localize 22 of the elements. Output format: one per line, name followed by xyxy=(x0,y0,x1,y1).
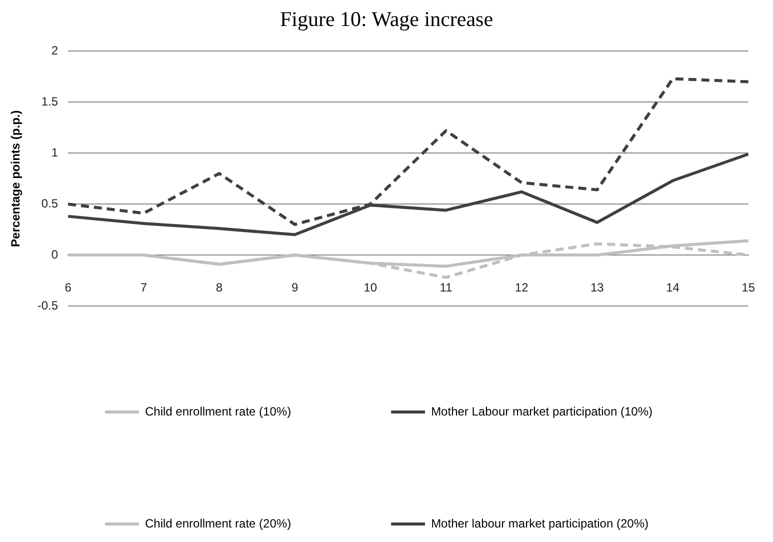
x-tick-label: 14 xyxy=(666,280,680,295)
x-tick-label: 12 xyxy=(514,280,529,295)
y-tick-label: 1 xyxy=(51,145,58,160)
y-tick-label: 0.5 xyxy=(41,196,58,210)
x-tick-label: 6 xyxy=(64,280,72,295)
x-tick-label: 8 xyxy=(216,280,223,295)
y-tick-label: -0.5 xyxy=(37,298,58,312)
y-tick-label: 2 xyxy=(51,44,58,58)
legend-label: Child enrollment rate (20%) xyxy=(145,516,292,530)
legend-label: Mother labour market participation (20%) xyxy=(431,516,648,530)
y-axis-title: Percentage points (p.p.) xyxy=(8,110,23,247)
legend-label: Mother Labour market participation (10%) xyxy=(431,404,653,418)
x-tick-label: 7 xyxy=(140,280,148,295)
x-tick-label: 15 xyxy=(742,280,756,295)
x-tick-label: 11 xyxy=(440,280,453,295)
chart-title: Figure 10: Wage increase xyxy=(278,6,494,33)
x-tick-label: 10 xyxy=(364,280,378,295)
x-tick-label: 13 xyxy=(590,280,604,295)
y-tick-label: 0 xyxy=(51,247,58,262)
legend-label: Child enrollment rate (10%) xyxy=(145,404,292,418)
y-tick-label: 1.5 xyxy=(41,94,58,108)
x-tick-label: 9 xyxy=(291,280,298,295)
